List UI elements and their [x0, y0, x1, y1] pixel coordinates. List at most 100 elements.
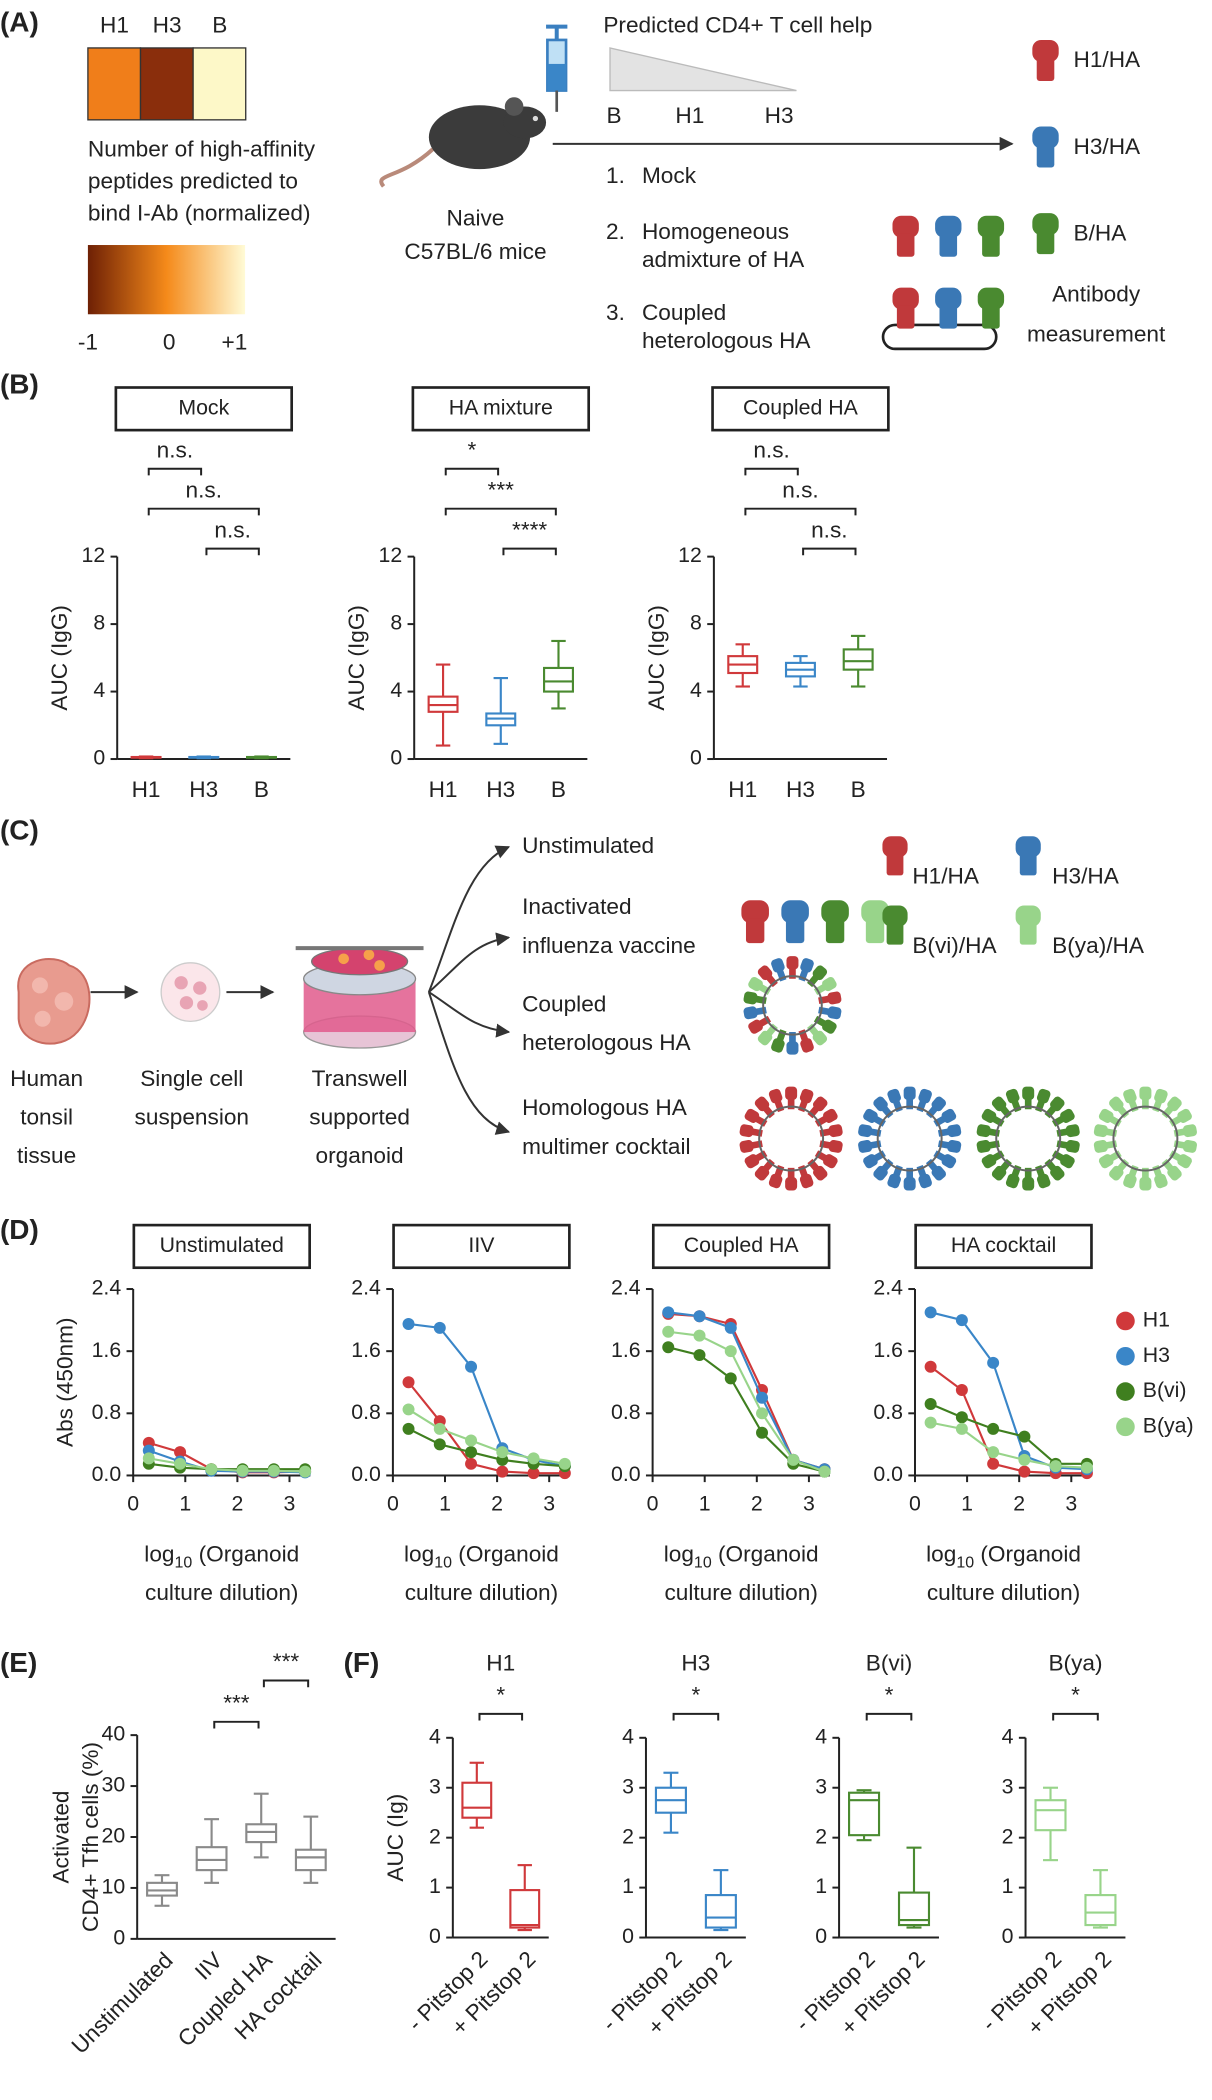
y-tick-label: 3 — [815, 1774, 827, 1798]
spike-stem — [1035, 1164, 1045, 1178]
ha-icon — [781, 900, 809, 944]
y-tick-label: 10 — [101, 1875, 125, 1899]
ha-spike — [1152, 1164, 1168, 1189]
ha-spike — [807, 965, 828, 988]
x-tick-label: IIV — [190, 1948, 227, 1985]
box — [195, 1846, 228, 1872]
data-point — [174, 1446, 187, 1459]
spike-head — [768, 1173, 783, 1189]
ha-spike — [1051, 1108, 1075, 1127]
y-tick-label: 4 — [690, 678, 702, 702]
legend-swatch — [1116, 1311, 1135, 1331]
y-axis-label: AUC (IgG) — [344, 605, 369, 711]
y-tick-label: 8 — [390, 611, 402, 635]
panel-label: (F) — [344, 1647, 380, 1678]
group-label: Mock — [642, 163, 697, 188]
chart-title: Unstimulated — [160, 1233, 284, 1257]
y-tick-label: 8 — [93, 611, 105, 635]
spike-head — [991, 1165, 1007, 1181]
ha-spike — [744, 1108, 768, 1127]
panel-label: (A) — [0, 6, 39, 37]
step-label: Human — [10, 1066, 83, 1091]
ha-spike — [807, 1023, 828, 1046]
data-point — [465, 1434, 478, 1447]
y-tick-label: 1.6 — [873, 1338, 903, 1362]
significance-label: * — [1071, 1682, 1080, 1707]
ha-spike — [863, 1150, 886, 1169]
group-number: 3. — [606, 300, 625, 325]
y-tick-label: 0.0 — [351, 1462, 381, 1486]
y-tick-label: 4 — [429, 1724, 441, 1748]
data-point — [402, 1317, 415, 1330]
x-tick-label: 2 — [1013, 1491, 1025, 1515]
spike-stem — [787, 1167, 795, 1179]
box — [704, 1894, 737, 1929]
y-tick-label: 4 — [1002, 1724, 1014, 1748]
spike-head — [827, 991, 842, 1005]
data-point — [787, 1453, 800, 1466]
spike-head — [812, 1096, 828, 1112]
spike-head — [785, 1086, 798, 1100]
ha-head — [977, 215, 1005, 238]
spike-head — [744, 1154, 760, 1169]
condition-label: heterologous HA — [522, 1030, 691, 1055]
condition-label: Inactivated — [522, 894, 631, 919]
data-point — [465, 1360, 478, 1373]
spike-head — [823, 1154, 838, 1169]
data-point — [1018, 1453, 1031, 1466]
data-point — [527, 1452, 540, 1465]
ha-stem — [1036, 230, 1055, 255]
ha-spike — [785, 1086, 798, 1110]
data-point — [662, 1341, 675, 1354]
significance-bracket — [744, 507, 857, 516]
x-tick-label: 3 — [803, 1491, 815, 1515]
data-point — [662, 1306, 675, 1319]
ha-spike — [1098, 1108, 1122, 1127]
spike-stem — [1011, 1099, 1022, 1113]
data-point — [818, 1465, 831, 1478]
ha-spike — [786, 1032, 799, 1055]
ha-spike — [1123, 1088, 1139, 1113]
spike-stem — [1011, 1164, 1022, 1178]
step-label: suspension — [135, 1105, 249, 1130]
spike-head — [863, 1154, 878, 1169]
chart-title: H3 — [681, 1651, 710, 1676]
x-tick-label: 1 — [699, 1491, 711, 1515]
legend-label: B(vi) — [1143, 1378, 1187, 1402]
group-number: 2. — [606, 219, 625, 244]
spike-stem — [798, 1164, 808, 1178]
spike-stem — [798, 1099, 808, 1113]
box — [294, 1848, 327, 1872]
y-tick-label: 12 — [82, 543, 106, 567]
ha-spike — [1139, 1167, 1152, 1191]
ha-icon — [1015, 905, 1041, 945]
data-point — [987, 1457, 1000, 1470]
ha-spike — [807, 1158, 828, 1181]
y-tick-label: 40 — [101, 1722, 125, 1746]
ha-spike — [798, 1029, 814, 1053]
data-point — [756, 1426, 769, 1439]
spike-head — [748, 977, 763, 992]
spike-head — [976, 1139, 991, 1153]
significance-bracket — [865, 1712, 913, 1721]
ha-stem — [939, 233, 958, 257]
step-label: tonsil — [20, 1105, 73, 1130]
x-tick-label: Unstimulated — [67, 1948, 178, 2059]
x-axis-label: log10 (Organoid — [144, 1541, 299, 1571]
x-tick-label: 1 — [439, 1491, 451, 1515]
spike-head — [1005, 1173, 1020, 1189]
box — [461, 1781, 493, 1819]
y-tick-label: 0.0 — [873, 1462, 903, 1486]
series-line — [929, 1365, 1087, 1475]
spike-stem — [798, 969, 809, 982]
spike-head — [800, 1038, 814, 1053]
spike-head — [828, 1124, 843, 1138]
data-point — [1018, 1465, 1031, 1478]
ha-icon — [861, 900, 889, 944]
spike-head — [822, 1019, 837, 1034]
colorbar-tick: -1 — [78, 330, 98, 355]
spike-head — [931, 1096, 947, 1112]
tonsil-tissue — [17, 958, 91, 1045]
significance-bracket — [147, 507, 260, 516]
y-tick-label: 3 — [1002, 1774, 1014, 1798]
